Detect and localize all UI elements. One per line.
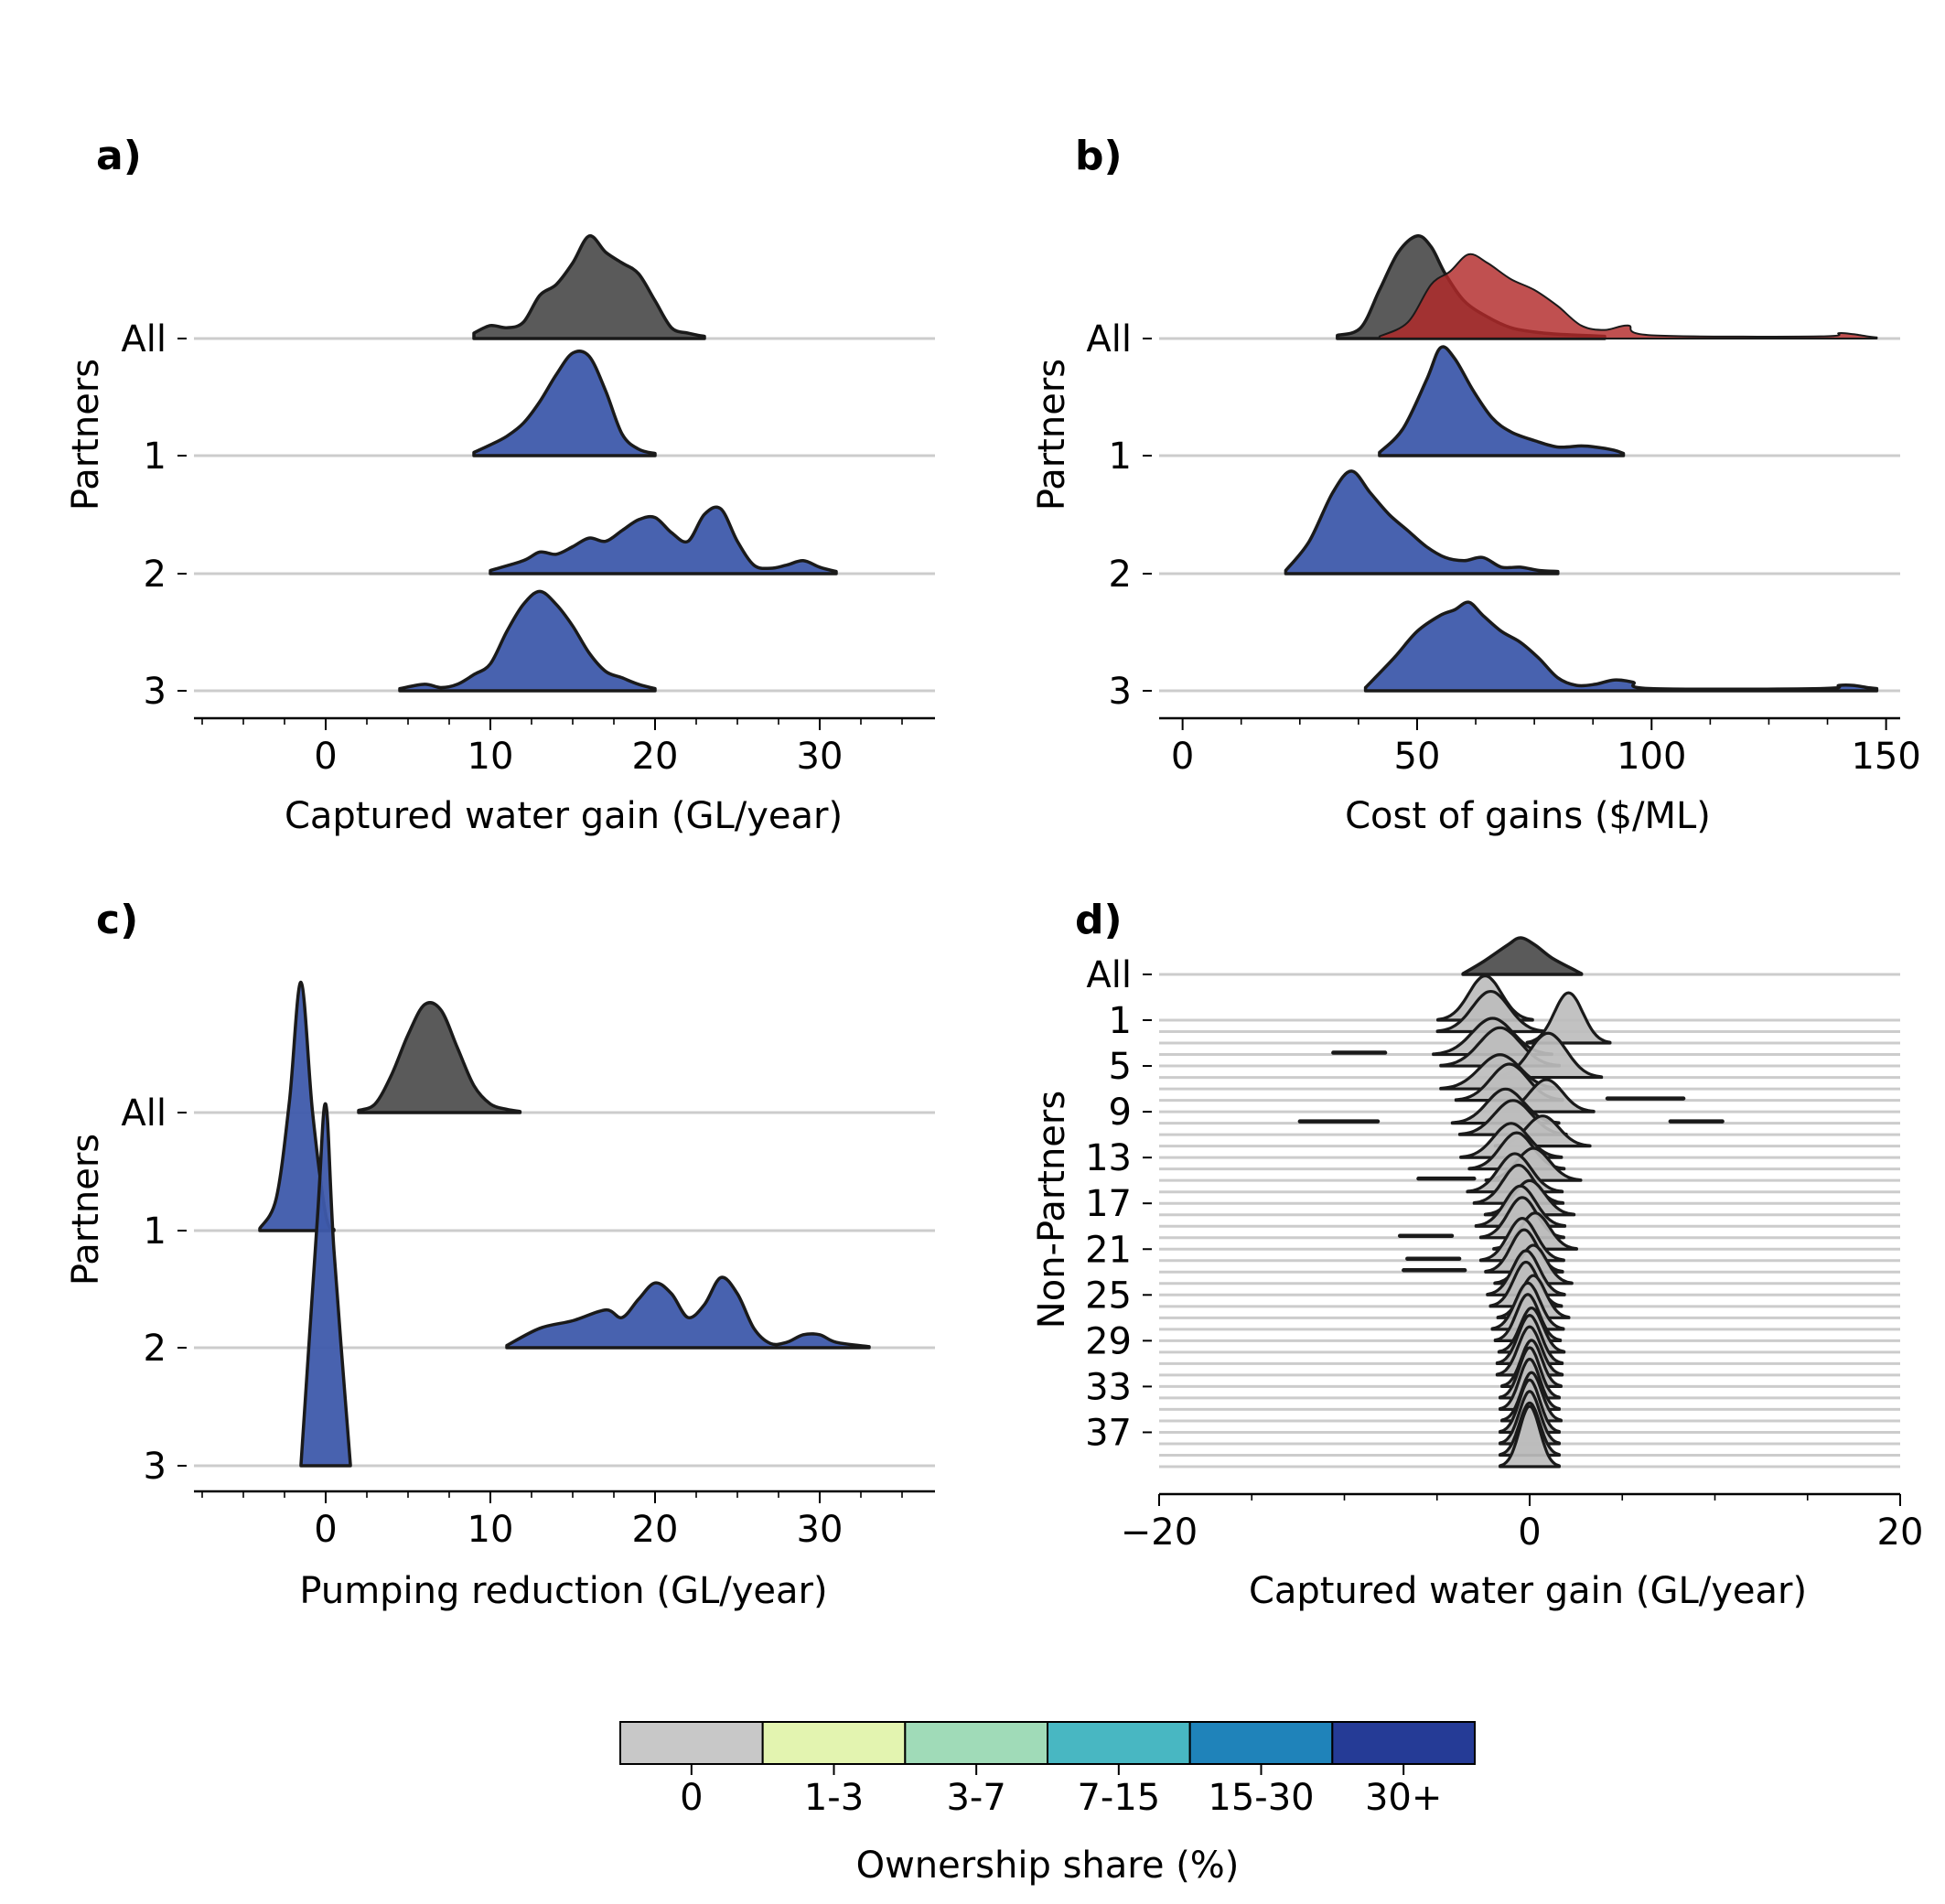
panel-b-ridge-All-red — [1378, 253, 1878, 339]
colorbar-tick-label: 3-7 — [946, 1777, 1005, 1819]
panel-c-x-tick-label: 10 — [467, 1509, 514, 1551]
panel-c-y-tick-label: 1 — [144, 1210, 167, 1253]
panel-b-y-tick-label: 2 — [1109, 554, 1132, 596]
panel-d-xlabel: Captured water gain (GL/year) — [1249, 1570, 1807, 1612]
panel-c-x-tick-label: 30 — [797, 1509, 844, 1551]
panel-b-x-tick-label: 150 — [1851, 736, 1920, 778]
colorbar-tick-label: 15-30 — [1208, 1777, 1314, 1819]
panel-a-x-tick-label: 30 — [797, 736, 844, 778]
panel-a-ridge-1-blue — [472, 350, 657, 457]
panel-a-ridge-2-blue — [489, 505, 838, 576]
panel-c-label: c) — [96, 897, 138, 943]
panel-d-ridge-row — [1435, 989, 1546, 1034]
panel-b: All 1 2 30 50 100 150 — [1086, 234, 1921, 778]
panel-d-ridge-row — [1525, 991, 1612, 1045]
panel-d-label: d) — [1075, 897, 1123, 943]
panel-a-x-tick-label: 20 — [632, 736, 679, 778]
panel-b-y-tick-label: 3 — [1109, 671, 1132, 713]
panel-c-y-tick-label: All — [121, 1092, 167, 1135]
colorbar-swatch-1-3 — [761, 1721, 907, 1765]
colorbar-tick-label: 1-3 — [804, 1777, 864, 1819]
panel-c-y-tick-label: 2 — [144, 1328, 167, 1370]
panel-c-x-tick-label: 0 — [314, 1509, 337, 1551]
panel-b-ridge-3-blue — [1363, 600, 1879, 693]
panel-a-x-tick-label: 0 — [314, 736, 337, 778]
panel-d-y-tick-label: 13 — [1085, 1137, 1132, 1179]
panel-b-x-tick-label: 50 — [1394, 736, 1441, 778]
panel-b-xlabel: Cost of gains ($/ML) — [1345, 795, 1711, 837]
panel-d-y-tick-label: 37 — [1085, 1412, 1132, 1454]
panel-b-y-tick-label: All — [1086, 318, 1132, 360]
panel-a-ridge-All-gray — [472, 234, 706, 340]
panel-a-ylabel: Partners — [65, 359, 107, 511]
colorbar-tick-label: 7-15 — [1077, 1777, 1160, 1819]
panel-d-ridge-row — [1499, 1404, 1561, 1468]
panel-a-ridge-3-blue — [398, 589, 657, 693]
panel-d-ylabel: Non-Partners — [1031, 1091, 1073, 1328]
panel-d-y-tick-label: 5 — [1109, 1046, 1132, 1088]
panel-a-xlabel: Captured water gain (GL/year) — [285, 795, 843, 837]
panel-b-ylabel: Partners — [1031, 359, 1073, 511]
panel-a-y-tick-label: 3 — [144, 671, 167, 713]
colorbar-tick-label: 30+ — [1365, 1777, 1442, 1819]
colorbar-swatch-7-15 — [1047, 1721, 1191, 1765]
panel-d-y-tick-label: 33 — [1085, 1366, 1132, 1408]
panel-d-y-tick-label: 9 — [1109, 1092, 1132, 1134]
panel-d-ridge-all — [1461, 936, 1584, 976]
panel-c-ridge-All-gray — [357, 1001, 522, 1114]
colorbar-title: Ownership share (%) — [856, 1845, 1240, 1887]
panel-c-ridge-3-blue — [299, 1102, 352, 1468]
panel-b-label: b) — [1075, 133, 1123, 179]
panel-c-ridge-2-blue — [505, 1275, 871, 1350]
panel-d-y-tick-label: 17 — [1085, 1183, 1132, 1225]
colorbar-swatch-15-30 — [1188, 1721, 1334, 1765]
panel-d-x-tick-label: 20 — [1877, 1511, 1924, 1554]
panel-a-x-tick-label: 10 — [467, 736, 514, 778]
colorbar-swatch-30+ — [1331, 1721, 1477, 1765]
panel-d-y-tick-label: 21 — [1085, 1229, 1132, 1271]
panel-b-x-tick-label: 100 — [1617, 736, 1686, 778]
panel-b-ridge-2-blue — [1284, 469, 1560, 576]
panel-a-y-tick-label: 1 — [144, 436, 167, 478]
colorbar-swatch-3-7 — [904, 1721, 1048, 1765]
panel-d-y-tick-label: All — [1086, 954, 1132, 996]
colorbar-swatch-0 — [619, 1721, 764, 1765]
panel-c-y-tick-label: 3 — [144, 1446, 167, 1488]
colorbar: 0 1-3 3-7 7-15 15-30 30+ — [619, 1721, 1477, 1819]
panel-b-ridge-1-blue — [1378, 345, 1626, 457]
panel-a-y-tick-label: All — [121, 318, 167, 360]
panel-c-xlabel: Pumping reduction (GL/year) — [299, 1570, 827, 1612]
panel-d-y-tick-label: 25 — [1085, 1275, 1132, 1317]
panel-a-y-tick-label: 2 — [144, 554, 167, 596]
panel-d-x-tick-label: −20 — [1121, 1511, 1198, 1554]
panel-b-x-tick-label: 0 — [1171, 736, 1194, 778]
panel-c-ylabel: Partners — [65, 1134, 107, 1285]
panel-b-y-tick-label: 1 — [1109, 436, 1132, 478]
colorbar-tick-label: 0 — [680, 1777, 703, 1819]
panel-d-y-tick-label: 29 — [1085, 1320, 1132, 1362]
panel-d-x-tick-label: 0 — [1518, 1511, 1541, 1554]
panel-c-x-tick-label: 20 — [632, 1509, 679, 1551]
panel-d-y-tick-label: 1 — [1109, 1000, 1132, 1042]
panel-a-label: a) — [96, 133, 142, 179]
